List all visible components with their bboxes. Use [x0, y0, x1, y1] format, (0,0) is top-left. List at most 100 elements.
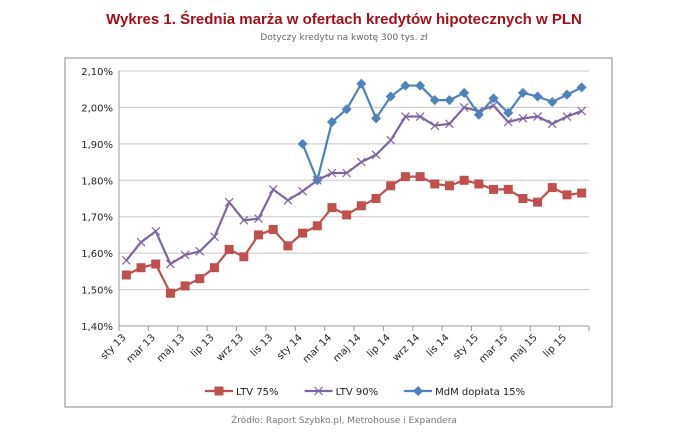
data-point [444, 181, 454, 191]
data-point [532, 91, 543, 102]
data-point [121, 270, 131, 280]
data-point [165, 288, 175, 298]
data-point [444, 95, 455, 106]
data-point [151, 226, 161, 236]
data-point [415, 112, 425, 121]
data-point [547, 96, 558, 107]
data-point [209, 263, 219, 273]
data-point [503, 117, 513, 127]
y-tick-label: 1,40% [81, 322, 113, 333]
data-point [517, 87, 528, 98]
y-tick-label: 1,80% [81, 176, 113, 187]
x-tick-label: maj 13 [155, 332, 187, 364]
legend-item: LTV 90% [304, 386, 379, 398]
data-point [386, 181, 396, 191]
data-point [356, 78, 367, 89]
data-point [386, 135, 396, 145]
data-point [503, 107, 514, 118]
data-point [371, 113, 382, 124]
data-point [547, 183, 557, 193]
y-tick-label: 1,70% [81, 213, 113, 224]
data-point [341, 104, 352, 115]
data-point [180, 281, 190, 291]
series-line [125, 104, 583, 266]
x-tick-label: lip 14 [365, 332, 392, 359]
data-point [489, 184, 499, 194]
data-point [385, 91, 396, 102]
data-point [459, 87, 470, 98]
legend-marker [413, 386, 424, 396]
data-point [503, 184, 513, 194]
data-point [473, 109, 484, 120]
data-point [488, 93, 499, 104]
data-point [459, 103, 469, 112]
legend-label: LTV 75% [236, 387, 279, 398]
data-point [180, 250, 190, 260]
data-point [445, 119, 454, 129]
data-point [561, 89, 572, 100]
y-tick-label: 2,10% [81, 67, 113, 78]
data-point [283, 195, 293, 205]
data-point [342, 210, 352, 220]
data-point [327, 168, 337, 178]
data-point [121, 256, 131, 265]
data-point [224, 197, 234, 207]
data-point [327, 203, 337, 213]
data-point [577, 106, 587, 116]
x-tick-label: lis 14 [425, 332, 452, 359]
x-tick-label: lip 15 [542, 332, 569, 359]
data-point [298, 186, 308, 196]
data-point [576, 82, 587, 93]
data-point [474, 179, 484, 189]
data-point [195, 246, 205, 256]
data-point [415, 172, 425, 182]
chart-subtitle: Dotyczy kredytu na kwotę 300 tys. zł [260, 33, 428, 43]
data-point [254, 230, 264, 240]
x-tick-label: wrz 13 [215, 332, 246, 363]
data-point [415, 80, 426, 91]
data-point [136, 237, 146, 247]
data-point [165, 259, 175, 269]
data-point [195, 274, 205, 284]
legend-item: LTV 75% [205, 386, 279, 398]
chart-source: Źródło: Raport Szybko.pl, Metrohouse i E… [231, 416, 457, 426]
x-tick-label: maj 14 [331, 332, 363, 364]
y-tick-label: 1,50% [81, 286, 113, 297]
data-point [577, 188, 587, 198]
series-1 [121, 101, 587, 269]
legend-label: MdM dopłata 15% [435, 387, 525, 398]
legend-marker [214, 386, 224, 396]
data-point [371, 150, 381, 160]
x-tick-label: wrz 14 [391, 332, 422, 363]
data-point [430, 179, 440, 189]
data-point [429, 95, 440, 106]
data-point [547, 119, 557, 129]
data-point [151, 259, 161, 269]
series-line [125, 175, 582, 295]
data-point [312, 221, 322, 231]
data-point [518, 113, 528, 123]
legend-item: MdM dopłata 15% [404, 386, 525, 398]
data-point [400, 172, 410, 182]
series-2 [297, 78, 587, 186]
data-point [356, 201, 366, 211]
data-point [562, 190, 572, 200]
chart-title: Wykres 1. Średnia marża w ofertach kredy… [106, 11, 582, 28]
legend-label: LTV 90% [336, 387, 379, 398]
data-point [268, 224, 278, 234]
data-point [518, 194, 528, 203]
data-point [430, 121, 440, 131]
x-tick-label: mar 15 [477, 332, 510, 365]
data-point [136, 263, 146, 273]
data-point [210, 232, 219, 242]
data-point [268, 184, 278, 194]
x-tick-label: lis 13 [249, 332, 276, 359]
data-point [562, 112, 572, 121]
data-point [356, 157, 366, 167]
data-point [254, 214, 263, 223]
legend-marker [314, 386, 323, 396]
data-point [224, 245, 234, 254]
data-point [371, 194, 381, 203]
data-point [239, 215, 249, 225]
